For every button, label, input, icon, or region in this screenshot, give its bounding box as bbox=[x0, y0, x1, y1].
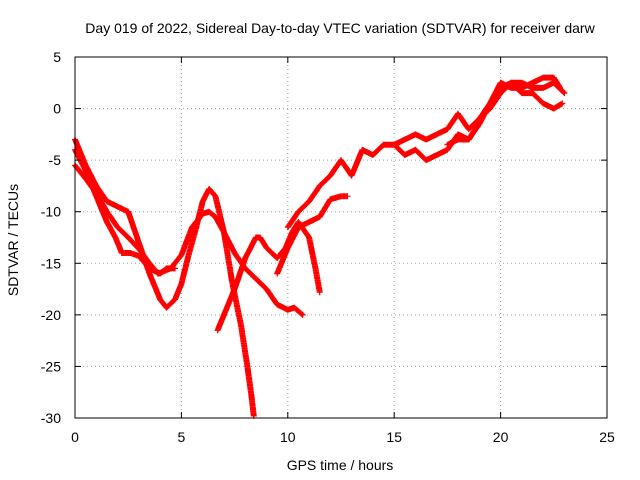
data-points bbox=[72, 136, 257, 419]
data-series-track bbox=[72, 136, 257, 419]
axis-ticks: 0 5 10 15 20 25 -30 -25 -20 -15 -10 -5 0 5 bbox=[41, 49, 615, 445]
x-tick-label: 20 bbox=[493, 429, 509, 445]
data-points bbox=[72, 162, 306, 318]
data-points bbox=[274, 193, 351, 277]
data-series-track bbox=[72, 162, 306, 318]
y-tick-label: -10 bbox=[41, 204, 61, 220]
x-axis-label: GPS time / hours bbox=[287, 457, 394, 473]
y-tick-label: -30 bbox=[41, 410, 61, 426]
y-tick-label: 0 bbox=[53, 101, 61, 117]
x-tick-label: 5 bbox=[178, 429, 186, 445]
y-tick-label: 5 bbox=[53, 49, 61, 65]
grid bbox=[75, 57, 607, 418]
chart-title: Day 019 of 2022, Sidereal Day-to-day VTE… bbox=[85, 20, 595, 36]
y-tick-label: -15 bbox=[41, 255, 61, 271]
data-series-track bbox=[444, 79, 568, 148]
data-series bbox=[72, 74, 568, 419]
y-axis-label: SDTVAR / TECUs bbox=[5, 184, 21, 296]
data-series-track bbox=[214, 219, 323, 334]
x-tick-label: 0 bbox=[71, 429, 79, 445]
data-points bbox=[214, 219, 323, 334]
x-tick-label: 10 bbox=[280, 429, 296, 445]
y-tick-label: -5 bbox=[49, 152, 62, 168]
x-tick-label: 15 bbox=[386, 429, 402, 445]
y-tick-label: -25 bbox=[41, 358, 61, 374]
data-series-track bbox=[274, 193, 351, 277]
x-tick-label: 25 bbox=[599, 429, 615, 445]
plot-frame bbox=[74, 56, 608, 419]
y-tick-label: -20 bbox=[41, 307, 61, 323]
data-points bbox=[444, 79, 568, 148]
